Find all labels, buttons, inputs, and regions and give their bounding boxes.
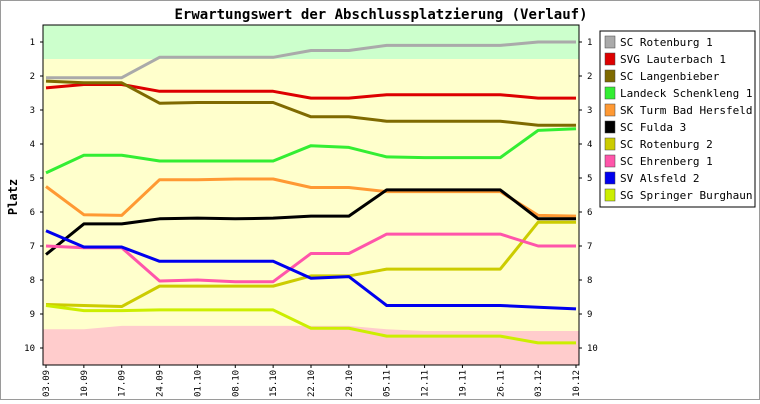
y-tick-label: 9 <box>30 310 35 320</box>
series-lines <box>45 40 577 345</box>
y-tick-label: 6 <box>30 208 35 218</box>
legend-label: SG Springer Burghaun 1 <box>620 189 759 202</box>
chart-title: Erwartungswert der Abschlussplatzierung … <box>174 7 587 23</box>
x-tick-label: 03.09 <box>42 370 52 397</box>
y-axis-label: Platz <box>6 179 20 215</box>
y-tick-label: 5 <box>30 174 35 184</box>
legend-box <box>599 30 756 208</box>
series-line-2 <box>45 83 576 100</box>
x-tick-label: 29.10 <box>345 370 355 397</box>
x-tick-label: 19.11 <box>458 370 468 397</box>
band-relegation <box>43 325 579 365</box>
x-tick-label: 10.12 <box>572 370 582 397</box>
y-tick-label-right: 1 <box>587 38 592 48</box>
series-line-5 <box>45 177 577 218</box>
x-tick-label: 12.11 <box>421 370 431 397</box>
legend-swatch <box>604 137 616 151</box>
y-tick-label: 3 <box>30 106 35 116</box>
legend-swatch <box>604 52 616 66</box>
legend-swatch <box>604 86 616 100</box>
y-tick-label-right: 5 <box>587 174 592 184</box>
band-middle <box>43 25 579 365</box>
y-tick-label-right: 2 <box>587 72 592 82</box>
series-line-9 <box>45 229 577 311</box>
y-tick-label: 10 <box>24 344 35 354</box>
series-line-7 <box>45 220 576 309</box>
legend-label: SC Langenbieber <box>620 70 720 83</box>
band-promotion <box>43 25 579 59</box>
y-tick-label: 2 <box>30 72 35 82</box>
legend-swatch <box>604 69 616 83</box>
x-tick-label: 08.10 <box>231 370 241 397</box>
axes: 1 1 2 2 3 3 4 4 5 5 6 6 7 7 8 8 9 9 10 10 03.09 10.09 17.09 24.… <box>24 24 598 397</box>
legend: SC Rotenburg 1 SVG Lauterbach 1 SC Langenb… <box>599 30 760 208</box>
y-tick-label-right: 7 <box>587 242 592 252</box>
legend-label: SC Rotenburg 1 <box>620 36 713 49</box>
legend-label: SC Ehrenberg 1 <box>620 155 713 168</box>
legend-label: Landeck Schenkleng 1 <box>620 87 752 100</box>
x-tick-label: 05.11 <box>383 370 393 397</box>
legend-label: SVG Lauterbach 1 <box>620 53 726 66</box>
y-tick-label: 4 <box>30 140 35 150</box>
series-line-3 <box>45 79 576 127</box>
legend-swatch <box>604 35 616 49</box>
y-tick-label-right: 4 <box>587 140 592 150</box>
y-tick-label: 7 <box>30 242 35 252</box>
x-tick-label: 17.09 <box>118 370 128 397</box>
series-line-10 <box>45 304 576 345</box>
x-tick-label: 22.10 <box>307 370 317 397</box>
y-tick-label-right: 9 <box>587 310 592 320</box>
legend-swatch <box>604 120 616 134</box>
y-tick-label: 1 <box>30 38 35 48</box>
legend-label: SC Fulda 3 <box>620 121 686 134</box>
legend-swatch <box>604 188 616 202</box>
legend-label: SK Turm Bad Hersfeld 2 <box>620 104 759 117</box>
y-tick-label: 8 <box>30 276 35 286</box>
x-tick-label: 03.12 <box>534 370 544 397</box>
series-line-8 <box>45 232 576 284</box>
y-tick-label-right: 6 <box>587 208 592 218</box>
x-tick-label: 24.09 <box>156 370 166 397</box>
series-line-1 <box>46 40 576 80</box>
x-tick-label: 01.10 <box>193 370 203 397</box>
legend-swatch <box>604 171 616 185</box>
x-tick-label: 26.11 <box>496 370 506 397</box>
y-tick-label-right: 10 <box>587 344 598 354</box>
y-tick-label-right: 8 <box>587 276 592 286</box>
y-tick-label-right: 3 <box>587 106 592 116</box>
x-tick-label: 15.10 <box>269 370 279 397</box>
legend-swatch <box>604 103 616 117</box>
legend-label: SV Alsfeld 2 <box>620 172 699 185</box>
series-line-6 <box>45 188 576 256</box>
series-line-4 <box>45 127 577 175</box>
legend-swatch <box>604 154 616 168</box>
x-tick-label: 10.09 <box>80 370 90 397</box>
legend-label: SC Rotenburg 2 <box>620 138 713 151</box>
